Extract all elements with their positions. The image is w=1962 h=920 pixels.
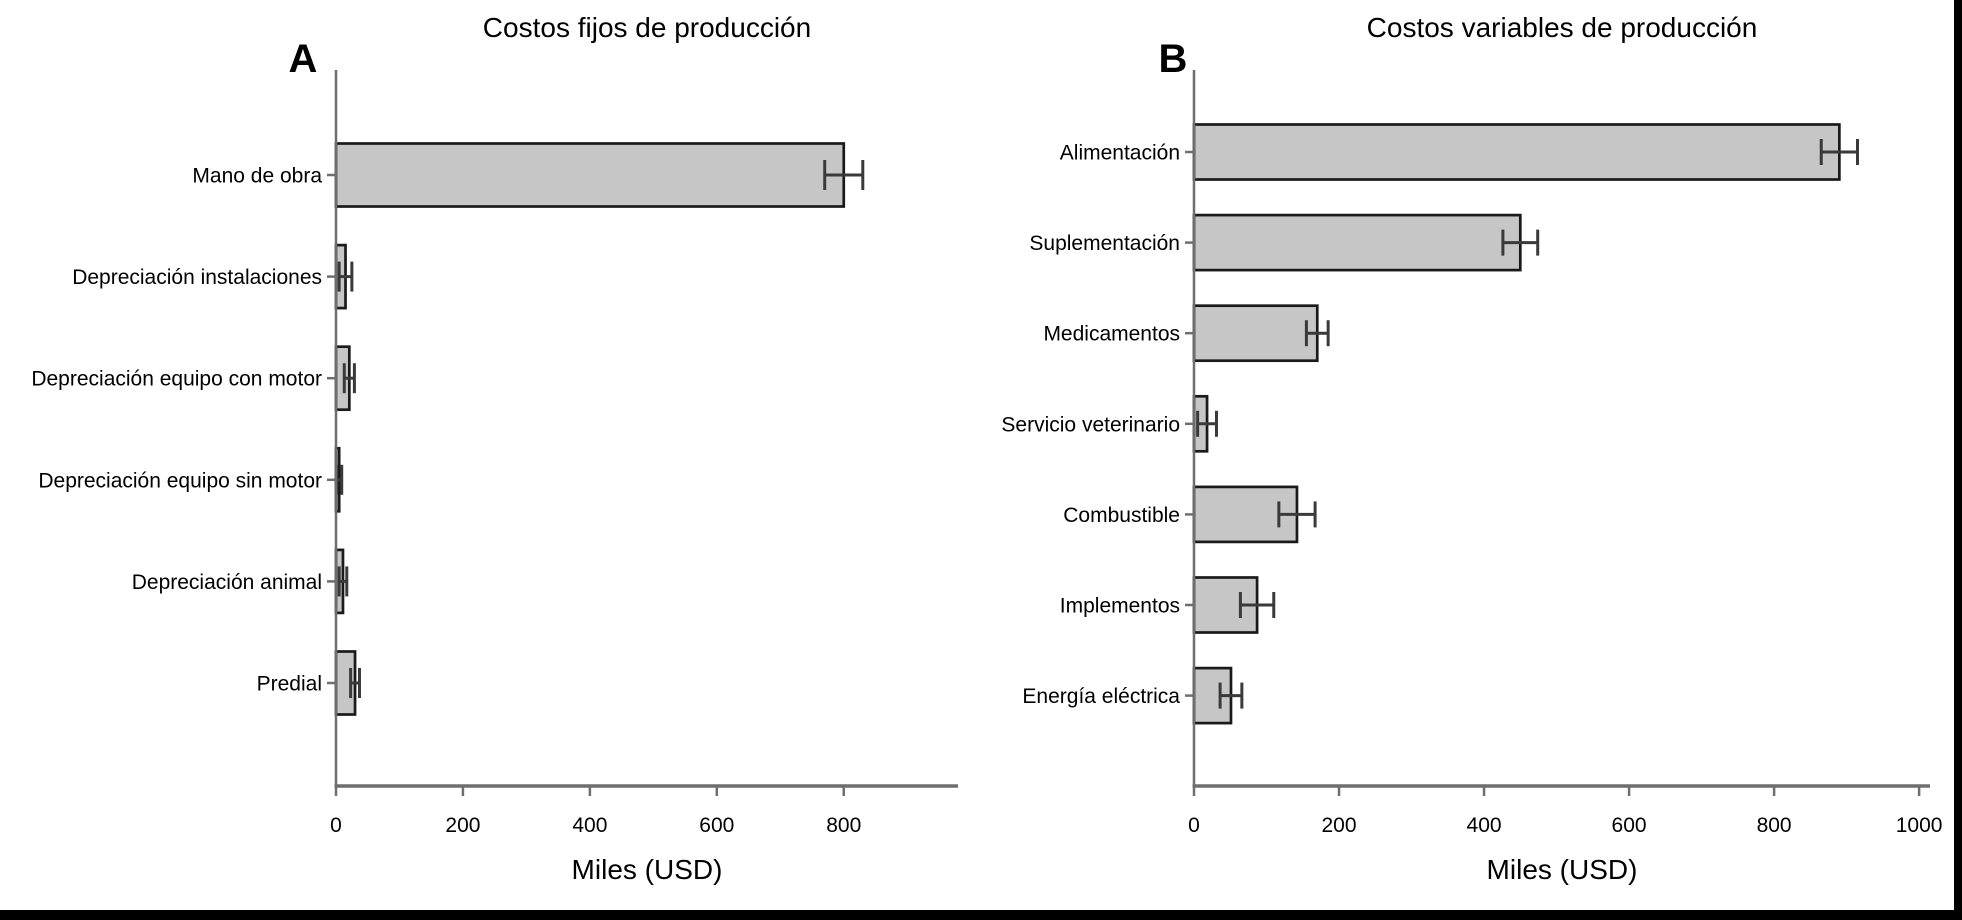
panel-a-letter: A	[288, 37, 318, 81]
x-tick-label-0: 0	[1188, 814, 1200, 837]
category-label-mano-de-obra: Mano de obra	[192, 165, 322, 188]
bar-energia-electrica	[1192, 666, 1233, 725]
category-label-alimentacion: Alimentación	[1060, 142, 1180, 165]
bar-alimentacion	[1192, 123, 1841, 181]
panel-b-x-axis-label: Miles (USD)	[1486, 854, 1638, 885]
category-label-servicio-veterinario: Servicio veterinario	[1001, 413, 1180, 436]
category-label-energia-electrica: Energía eléctrica	[1022, 685, 1180, 708]
x-tick-label-800: 800	[826, 814, 861, 837]
panel-a-title: Costos fijos de producción	[482, 12, 812, 43]
category-label-depreciacion-instalaciones: Depreciación instalaciones	[72, 266, 322, 289]
bar-medicamentos	[1192, 304, 1319, 363]
x-tick-label-400: 400	[572, 814, 607, 837]
x-tick-label-800: 800	[1757, 814, 1792, 837]
category-label-depreciacion-animal: Depreciación animal	[132, 571, 322, 594]
x-tick-label-200: 200	[1322, 814, 1357, 837]
panel-a-x-axis-label: Miles (USD)	[571, 854, 723, 885]
x-tick-label-200: 200	[445, 814, 480, 837]
category-label-suplementacion: Suplementación	[1029, 232, 1180, 255]
category-label-implementos: Implementos	[1060, 595, 1180, 618]
category-label-depreciacion-equipo-con-motor: Depreciación equipo con motor	[31, 368, 322, 391]
x-tick-label-600: 600	[1612, 814, 1647, 837]
category-label-medicamentos: Medicamentos	[1043, 323, 1180, 346]
bar-mano-de-obra	[334, 142, 846, 208]
bar-suplementacion	[1192, 213, 1522, 272]
x-tick-label-400: 400	[1467, 814, 1502, 837]
panel-b-title: Costos variables de producción	[1366, 12, 1758, 43]
panel-b-letter: B	[1158, 37, 1188, 81]
frame-edge-right	[1954, 0, 1962, 920]
category-label-depreciacion-equipo-sin-motor: Depreciación equipo sin motor	[38, 469, 322, 492]
x-tick-label-1000: 1000	[1896, 814, 1943, 837]
category-label-combustible: Combustible	[1063, 504, 1180, 527]
x-tick-label-0: 0	[330, 814, 342, 837]
x-tick-label-600: 600	[699, 814, 734, 837]
frame-edge-bottom	[0, 910, 1962, 920]
category-label-predial: Predial	[257, 673, 322, 696]
